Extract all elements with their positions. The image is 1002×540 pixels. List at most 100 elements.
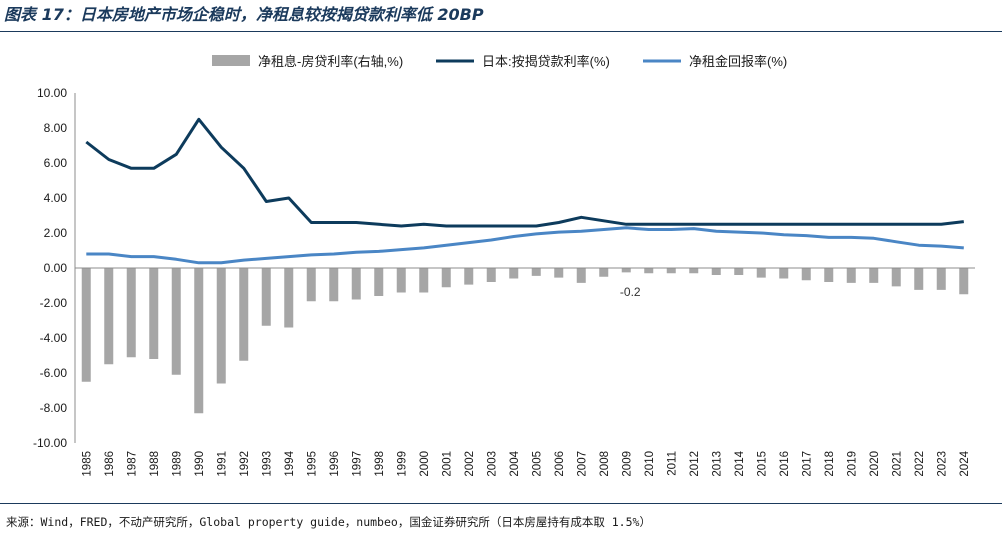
chart-title: 图表 17：日本房地产市场企稳时，净租息较按揭贷款利率低 20BP: [4, 5, 484, 24]
legend-swatch-bar: [212, 55, 250, 66]
spread-bar: [81, 268, 91, 382]
spread-bar: [554, 268, 564, 278]
x-tick-label: 1993: [261, 451, 273, 477]
spread-bar: [306, 268, 316, 302]
y-tick-label: 10.00: [37, 86, 67, 100]
x-tick-label: 2020: [869, 451, 881, 477]
x-tick-label: 1995: [306, 451, 318, 477]
x-tick-label: 2004: [509, 450, 521, 476]
spread-bar: [239, 268, 249, 361]
spread-bar: [576, 268, 586, 283]
x-tick-label: 2014: [734, 450, 746, 476]
x-tick-label: 2001: [441, 451, 453, 477]
spread-bar: [194, 268, 204, 414]
y-tick-label: -6.00: [40, 366, 68, 380]
x-tick-label: 1996: [329, 451, 341, 477]
x-tick-label: 1992: [239, 451, 251, 477]
chart-annotations: -0.2: [620, 285, 641, 299]
spread-bar: [779, 268, 789, 279]
spread-bar: [216, 268, 226, 384]
x-tick-label: 2022: [914, 451, 926, 477]
spread-bar: [891, 268, 901, 287]
x-tick-label: 2024: [959, 450, 971, 476]
x-tick-label: 2009: [621, 451, 633, 477]
x-tick-label: 2005: [531, 451, 543, 477]
y-tick-label: -10.00: [33, 436, 67, 450]
spread-bar: [509, 268, 519, 279]
chart-legend: 净租息-房贷利率(右轴,%) 日本:按揭贷款利率(%) 净租金回报率(%): [212, 54, 787, 69]
spread-bars: [81, 268, 969, 414]
spread-bar: [126, 268, 136, 358]
spread-bar: [936, 268, 946, 290]
spread-bar: [846, 268, 856, 283]
x-tick-label: 1994: [284, 450, 296, 476]
x-tick-label: 1985: [81, 451, 93, 477]
y-tick-label: 0.00: [44, 261, 68, 275]
spread-bar: [621, 268, 631, 273]
spread-bar: [869, 268, 879, 283]
spread-bar: [959, 268, 969, 295]
spread-bar: [824, 268, 834, 282]
x-tick-label: 2012: [689, 451, 701, 477]
x-tick-label: 1997: [351, 451, 363, 477]
spread-bar: [374, 268, 384, 296]
spread-bar: [666, 268, 676, 274]
spread-bar: [419, 268, 429, 293]
footer-divider: [0, 503, 1002, 504]
spread-bar: [104, 268, 114, 365]
spread-bar: [689, 268, 699, 274]
x-tick-label: 2013: [711, 451, 723, 477]
x-tick-label: 2007: [576, 451, 588, 477]
x-tick-label: 2008: [599, 451, 611, 477]
x-tick-label: 1990: [194, 451, 206, 477]
spread-bar: [149, 268, 159, 359]
mortgage-rate-line: [85, 117, 964, 228]
spread-bar: [801, 268, 811, 281]
data-annotation: -0.2: [620, 285, 641, 299]
spread-bar: [486, 268, 496, 282]
x-tick-label: 2011: [666, 451, 678, 476]
net-rental-yield-line: [86, 226, 964, 265]
title-divider: [0, 31, 1002, 32]
x-tick-label: 2019: [846, 451, 858, 477]
spread-bar: [171, 268, 181, 375]
x-tick-label: 2003: [486, 451, 498, 477]
y-tick-label: 8.00: [44, 121, 68, 135]
spread-bar: [329, 268, 339, 302]
x-tick-label: 2015: [756, 451, 768, 477]
x-tick-label: 1998: [374, 451, 386, 477]
x-tick-label: 1999: [396, 451, 408, 477]
legend-label: 净租金回报率(%): [689, 54, 787, 69]
spread-bar: [284, 268, 294, 328]
combo-chart: 净租息-房贷利率(右轴,%) 日本:按揭贷款利率(%) 净租金回报率(%) 10.0…: [33, 54, 975, 477]
spread-bar: [261, 268, 271, 326]
x-tick-label: 1989: [171, 451, 183, 477]
y-tick-label: -8.00: [40, 401, 68, 415]
spread-bar: [734, 268, 744, 275]
x-tick-label: 1988: [149, 451, 161, 477]
y-tick-label: -4.00: [40, 331, 68, 345]
x-tick-label: 2010: [644, 451, 656, 477]
x-tick-label: 2023: [936, 451, 948, 477]
x-tick-label: 1991: [216, 451, 228, 477]
y-tick-label: -2.00: [40, 296, 68, 310]
spread-bar: [396, 268, 406, 293]
legend-label: 日本:按揭贷款利率(%): [482, 54, 610, 69]
y-tick-label: 6.00: [44, 156, 68, 170]
y-tick-label: 2.00: [44, 226, 68, 240]
spread-bar: [531, 268, 541, 276]
x-tick-label: 1986: [104, 451, 116, 477]
x-tick-label: 2002: [464, 451, 476, 477]
spread-bar: [351, 268, 361, 300]
spread-bar: [599, 268, 609, 277]
x-tick-label: 2021: [891, 451, 903, 477]
source-note: 来源：Wind，FRED，不动产研究所，Global property guid…: [6, 515, 651, 529]
y-tick-label: 4.00: [44, 191, 68, 205]
x-tick-label: 1987: [126, 451, 138, 477]
legend-label: 净租息-房贷利率(右轴,%): [258, 54, 403, 69]
spread-bar: [711, 268, 721, 275]
x-tick-label: 2006: [554, 451, 566, 477]
spread-bar: [756, 268, 766, 278]
spread-bar: [914, 268, 924, 290]
x-tick-label: 2016: [779, 451, 791, 477]
